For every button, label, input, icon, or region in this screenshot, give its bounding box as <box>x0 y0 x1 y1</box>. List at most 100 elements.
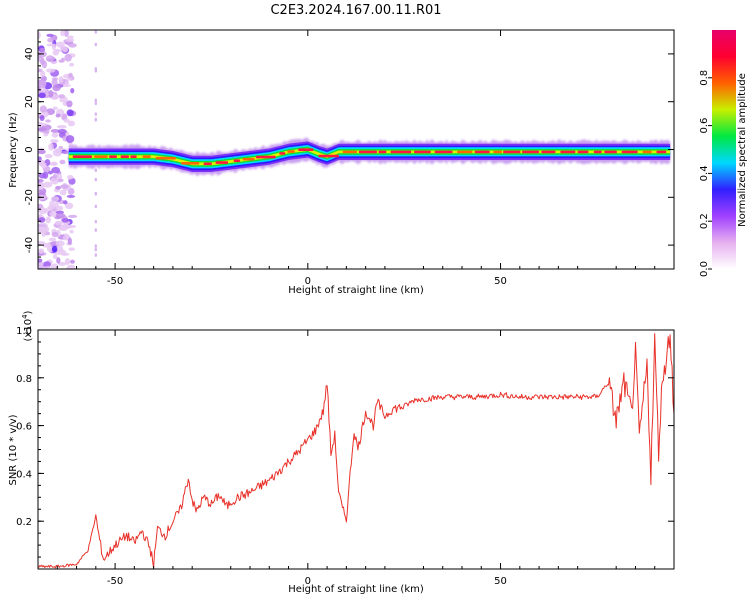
ridge-core <box>457 150 473 154</box>
noise-speckle <box>58 94 66 99</box>
noise-speckle <box>38 68 43 73</box>
noise-speckle <box>50 263 59 269</box>
ridge-core <box>358 150 378 154</box>
noise-speckle <box>94 244 98 248</box>
noise-speckle <box>65 135 75 144</box>
noise-speckle <box>94 204 98 209</box>
noise-speckle <box>46 68 56 73</box>
ridge-core <box>203 162 212 166</box>
ridge-core <box>642 150 652 154</box>
noise-speckle <box>48 237 57 242</box>
colorbar-tick-label: 0.8 <box>699 70 710 86</box>
noise-speckle <box>94 117 98 122</box>
noise-speckle <box>64 202 74 210</box>
spectrogram-y-label: Frequency (Hz) <box>8 112 19 188</box>
snr-y-axis: 0.2 0.4 0.6 0.8 1.0 <box>16 326 674 570</box>
ridge-core <box>593 150 602 154</box>
noise-speckle <box>39 182 45 190</box>
noise-speckle <box>66 100 73 108</box>
noise-speckle <box>59 184 69 189</box>
ridge-core <box>474 150 490 154</box>
ridge-core <box>522 150 540 154</box>
ridge-core <box>577 150 589 154</box>
noise-speckle <box>38 149 46 155</box>
noise-speckle <box>52 49 60 56</box>
noise-speckle <box>59 159 66 165</box>
noise-speckle <box>67 120 76 127</box>
noise-speckle <box>94 42 98 47</box>
snr-ytick-label: 1.0 <box>16 326 32 337</box>
noise-speckle <box>56 245 64 251</box>
noise-speckle <box>94 112 98 116</box>
figure-title: C2E3.2024.167.00.11.R01 <box>270 3 441 18</box>
spectrogram-panel: -50 0 50 -40 -20 0 20 40 Height of straight li… <box>8 29 675 296</box>
noise-speckle <box>62 100 68 106</box>
noise-speckle <box>55 113 61 118</box>
noise-speckle <box>94 98 98 103</box>
noise-speckle <box>66 264 76 269</box>
noise-speckle <box>67 35 74 39</box>
ridge-core <box>242 157 255 161</box>
noise-speckle <box>68 43 77 48</box>
noise-speckle <box>54 220 63 226</box>
noise-speckle <box>38 258 43 263</box>
spectrogram-ytick-label: -40 <box>24 237 35 253</box>
snr-xtick-label: -50 <box>107 576 123 587</box>
spectrogram-ytick-label: -20 <box>24 189 35 205</box>
noise-speckle <box>56 125 67 129</box>
noise-speckle <box>39 105 47 113</box>
ridge-core <box>378 150 387 154</box>
spectrogram-ridge <box>68 137 671 177</box>
snr-ytick-label: 0.4 <box>16 469 32 480</box>
noise-speckle <box>51 161 58 166</box>
snr-y-multiplier-exp: 4 <box>21 314 29 319</box>
noise-speckle <box>43 261 51 268</box>
noise-speckle <box>94 191 98 196</box>
noise-speckle <box>94 247 98 252</box>
noise-speckle <box>50 176 59 185</box>
noise-speckle <box>52 173 58 179</box>
ridge-core <box>142 155 151 158</box>
noise-speckle <box>51 166 61 174</box>
noise-speckle <box>38 248 45 254</box>
noise-speckle <box>59 97 65 103</box>
spectrogram-xtick-label: -50 <box>107 276 123 287</box>
noise-speckle <box>46 43 57 47</box>
noise-speckle <box>59 224 69 232</box>
noise-speckle <box>69 229 74 234</box>
noise-speckle <box>67 237 72 245</box>
noise-speckle <box>94 219 98 224</box>
noise-speckle <box>68 72 73 78</box>
colorbar-ticks: 0.0 0.2 0.4 0.6 0.8 <box>699 70 712 277</box>
ridge-core <box>130 155 137 158</box>
snr-y-multiplier: (x104) <box>21 310 34 341</box>
ridge-core <box>298 148 314 152</box>
noise-speckle <box>46 33 54 38</box>
spectrogram-ytick-label: 20 <box>24 95 35 108</box>
noise-speckle <box>61 150 70 155</box>
ridge-core <box>541 150 556 154</box>
snr-y-label: SNR (10 * v/v) <box>8 414 19 485</box>
noise-speckle <box>38 156 42 161</box>
noise-speckle <box>55 185 61 190</box>
noise-speckle <box>38 178 44 183</box>
noise-speckle <box>63 30 69 38</box>
colorbar-label: Normalized spectral amplitude <box>737 73 748 227</box>
noise-speckle <box>55 213 66 218</box>
noise-speckle <box>94 253 98 257</box>
noise-speckle <box>39 114 45 122</box>
noise-speckle <box>42 181 53 188</box>
ridge-core <box>390 150 412 154</box>
noise-speckle <box>42 266 52 269</box>
ridge-core <box>255 155 276 159</box>
ridge-core <box>215 161 229 164</box>
noise-speckle <box>41 162 47 169</box>
noise-speckle <box>52 84 61 92</box>
snr-x-axis: -50 0 50 <box>37 330 675 587</box>
ridge-core <box>72 155 93 158</box>
spectrogram-ytick-label: 40 <box>24 48 35 61</box>
noise-speckle <box>94 228 98 232</box>
noise-speckle <box>64 53 72 62</box>
noise-speckle <box>38 31 41 40</box>
